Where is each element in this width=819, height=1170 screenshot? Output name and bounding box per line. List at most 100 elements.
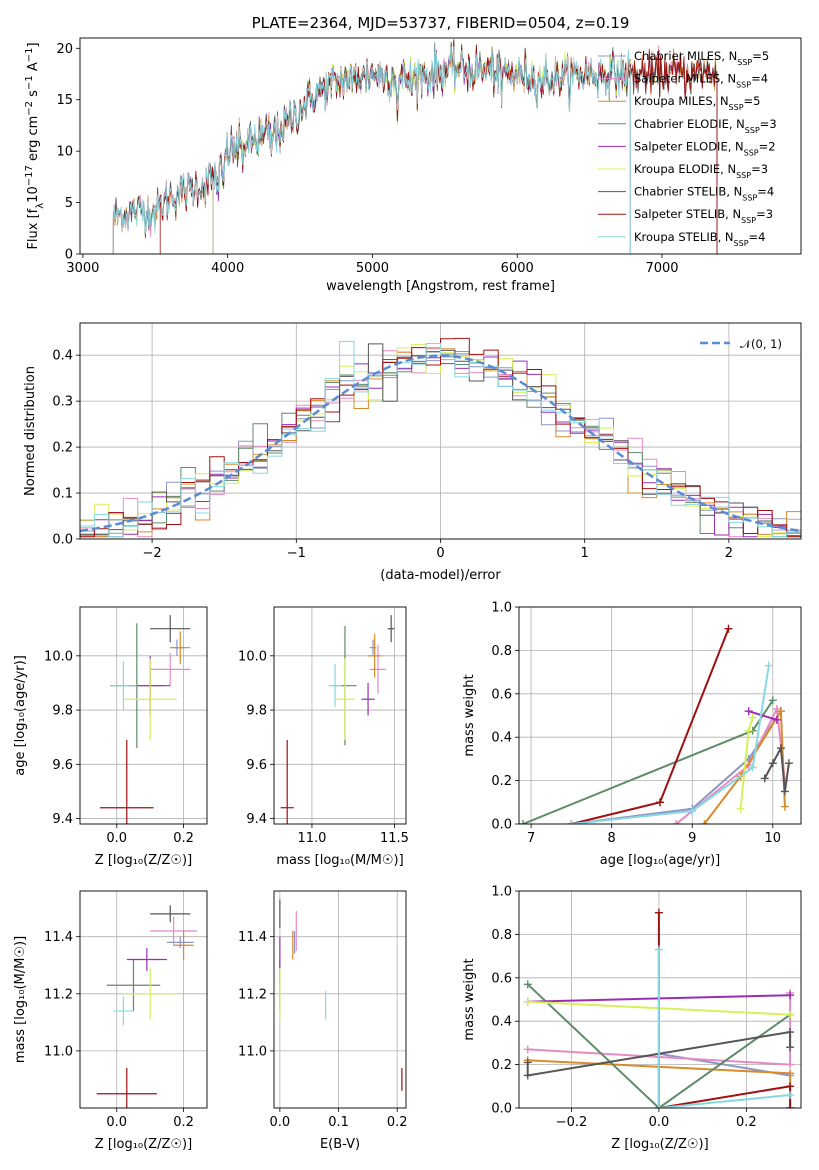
legend-label-chabrier_miles: Chabrier MILES, NSSP=5 xyxy=(634,49,769,67)
spectrum-frame xyxy=(79,37,802,255)
mass_vs_ebv-xtick-label-0: 0.0 xyxy=(270,1115,291,1130)
legend-label-chabrier_elodie: Chabrier ELODIE, NSSP=3 xyxy=(634,117,777,135)
age_vs_mass-xlabel: mass [log₁₀(M/M☉)] xyxy=(276,853,403,868)
age_vs_Z-xtick-label-0: 0.0 xyxy=(106,831,127,846)
age_vs_mass-point-kroupa_stelib xyxy=(328,663,342,708)
age_vs_mass-ytick-label-2: 9.8 xyxy=(246,704,267,719)
age_vs_Z-ytick-label-2: 9.8 xyxy=(52,704,73,719)
mass_vs_Z-point-chabrier_stelib xyxy=(150,905,191,923)
mass_vs_ebv-axes: 0.0 0.1 0.2 11.0 11.2 11.4 xyxy=(238,891,408,1130)
weight_vs_Z-frame xyxy=(518,890,802,1109)
weight_vs_age-ytick-label-4: 0.8 xyxy=(491,644,512,659)
weight_vs_Z-xtick-label-0: −0.2 xyxy=(556,1115,588,1130)
weight_vs_age-marker-kroupa_stelib-3 xyxy=(764,661,773,670)
age_vs_mass-point-chabrier_stelib xyxy=(387,615,395,643)
weight_vs_age-ytick-label-2: 0.4 xyxy=(491,731,512,746)
mass_vs_ebv-ytick-label-2: 11.4 xyxy=(238,930,267,945)
weight_vs_age-axes: 7 8 9 10 0.0 0.2 0.4 0.6 0.8 1.0 xyxy=(491,601,801,846)
mass_vs_Z-axes: 0.0 0.2 11.0 11.2 11.4 xyxy=(44,891,207,1130)
age_vs_Z-ylabel: age [log₁₀(age/yr)] xyxy=(13,655,28,776)
weight_vs_Z-ylabel: mass weight xyxy=(462,958,477,1040)
spectrum-axes: 3000 4000 5000 6000 7000 0 5 10 15 20 xyxy=(56,42,678,276)
weight_vs_age-ytick-label-0: 0.0 xyxy=(491,818,512,833)
weight_vs_age-marker-kroupa_miles-3 xyxy=(780,802,789,811)
weight_vs_Z-marker-kroupa_stelib-2 xyxy=(786,1090,795,1099)
mass_vs_Z-point-kroupa_miles xyxy=(173,930,194,960)
weight_vs_age-marker-salpeter_elodie-0 xyxy=(744,707,753,716)
weight_vs_age-xlabel: age [log₁₀(age/yr)] xyxy=(600,853,721,868)
age_vs_mass-ytick-label-3: 10.0 xyxy=(238,649,267,664)
weight_vs_age-marker-salpeter_miles-0 xyxy=(672,820,681,824)
weight_vs_age-marker-salpeter_stelib-1 xyxy=(656,798,664,807)
legend-label-chabrier_stelib: Chabrier STELIB, NSSP=4 xyxy=(634,185,774,203)
mass_vs_Z-xtick-label-1: 0.2 xyxy=(173,1115,194,1130)
weight_vs_age-line-kroupa_stelib xyxy=(571,665,770,824)
weight_vs_Z-marker-chabrier_stelib-0 xyxy=(523,1058,532,1067)
residuals-xtick-label-2: 0 xyxy=(436,546,444,561)
age_vs_mass-point-kroupa_miles xyxy=(368,634,382,678)
mass_vs_Z-point-chabrier_elodie xyxy=(106,959,161,1011)
weight_vs_age-line-salpeter_elodie xyxy=(748,710,778,721)
age_vs_Z-ytick-label-3: 10.0 xyxy=(44,649,73,664)
weight_vs_Z-marker-kroupa_miles-1 xyxy=(786,1069,795,1078)
mass_vs_ebv-ytick-label-0: 11.0 xyxy=(238,1044,267,1059)
spectrum-ytick-label-1: 5 xyxy=(65,196,73,211)
mass_vs_ebv-xtick-label-2: 0.2 xyxy=(387,1115,408,1130)
legend-label-kroupa_stelib: Kroupa STELIB, NSSP=4 xyxy=(634,230,765,248)
age_vs_Z-point-chabrier_stelib xyxy=(150,615,191,643)
mass_vs_ebv-xtick-label-1: 0.1 xyxy=(328,1115,349,1130)
age_vs_Z-xlabel: Z [log₁₀(Z/Z☉)] xyxy=(95,853,192,868)
spectrum-ytick-label-2: 10 xyxy=(56,145,73,160)
age_vs_mass-point-salpeter_elodie xyxy=(361,682,375,716)
legend-label-salpeter_miles: Salpeter MILES, NSSP=4 xyxy=(634,72,768,90)
weight_vs_Z-ytick-label-1: 0.2 xyxy=(491,1058,512,1073)
age_vs_Z-ytick-label-1: 9.6 xyxy=(52,758,73,773)
weight_vs_age-ylabel: mass weight xyxy=(462,674,477,756)
residuals-gauss-curve xyxy=(80,354,801,533)
weight_vs_age-marker-kroupa_stelib-0 xyxy=(567,820,576,824)
mass_vs_ebv-frame xyxy=(273,890,407,1109)
residuals-axes: −2 −1 0 1 2 0.0 0.1 0.2 0.3 0.4 xyxy=(52,323,801,561)
residuals-legend-label: 𝒩(0, 1) xyxy=(740,337,782,351)
residuals-xtick-label-4: 2 xyxy=(725,546,733,561)
weight_vs_age-series-kroupa_elodie xyxy=(736,713,757,813)
residuals-xtick-label-3: 1 xyxy=(581,546,589,561)
weight_vs_age-xtick-label-1: 8 xyxy=(608,831,616,846)
spectrum-xtick-label-2: 5000 xyxy=(356,261,389,276)
weight_vs_Z-ytick-label-2: 0.4 xyxy=(491,1015,512,1030)
weight_vs_Z-marker-kroupa_elodie-0 xyxy=(523,997,532,1006)
weight_vs_age-marker-kroupa_elodie-2 xyxy=(748,713,757,722)
age_vs_mass-axes: 11.0 11.5 9.4 9.6 9.8 10.0 xyxy=(238,607,409,846)
weight_vs_age-marker-chabrier_stelib-3 xyxy=(780,787,789,796)
spectrum-xtick-label-4: 7000 xyxy=(645,261,678,276)
mass_vs_Z-point-salpeter_miles xyxy=(150,916,197,946)
weight_vs_Z-ytick-label-0: 0.0 xyxy=(491,1102,512,1117)
weight_vs_Z-marker-chabrier_stelib-1 xyxy=(523,1071,532,1080)
age_vs_Z-xtick-label-1: 0.2 xyxy=(173,831,194,846)
weight_vs_age-marker-kroupa_stelib-1 xyxy=(688,806,697,815)
legend-label-salpeter_elodie: Salpeter ELODIE, NSSP=2 xyxy=(634,139,776,157)
mass_vs_Z-xtick-label-0: 0.0 xyxy=(106,1115,127,1130)
weight_vs_Z-series-kroupa_stelib xyxy=(654,945,795,1108)
age_vs_mass-xtick-label-1: 11.5 xyxy=(380,831,409,846)
age_vs_mass-point-salpeter_miles xyxy=(369,644,387,694)
spectrum-ylabel: Flux [fλ10−17 erg cm−2 s−1 A−1] xyxy=(24,42,46,249)
weight_vs_Z-ytick-label-4: 0.8 xyxy=(491,928,512,943)
mass_vs_Z-xlabel: Z [log₁₀(Z/Z☉)] xyxy=(95,1137,192,1152)
mass_vs_Z-ylabel: mass [log₁₀(M/M☉)] xyxy=(13,936,28,1063)
spectrum-xtick-label-3: 6000 xyxy=(501,261,534,276)
weight_vs_age-series-chabrier_stelib xyxy=(760,744,793,796)
residuals-ytick-label-0: 0.0 xyxy=(52,533,73,548)
mass_vs_Z-point-salpeter_elodie xyxy=(126,948,167,971)
weight_vs_Z-marker-chabrier_stelib-3 xyxy=(786,1043,795,1052)
weight_vs_age-marker-salpeter_elodie-1 xyxy=(772,715,781,724)
legend-label-kroupa_miles: Kroupa MILES, NSSP=5 xyxy=(634,94,760,112)
residuals-hist-kroupa_stelib xyxy=(80,340,801,538)
age_vs_mass-xtick-label-0: 11.0 xyxy=(297,831,326,846)
weight_vs_Z-xlabel: Z [log₁₀(Z/Z☉)] xyxy=(611,1137,708,1152)
weight_vs_Z-marker-salpeter_miles-1 xyxy=(786,1060,795,1069)
weight_vs_Z-marker-salpeter_stelib-3 xyxy=(786,1104,795,1108)
spectrum-xtick-label-1: 4000 xyxy=(211,261,244,276)
age_vs_mass-ytick-label-1: 9.6 xyxy=(246,758,267,773)
weight_vs_age-marker-chabrier_stelib-0 xyxy=(760,774,769,783)
